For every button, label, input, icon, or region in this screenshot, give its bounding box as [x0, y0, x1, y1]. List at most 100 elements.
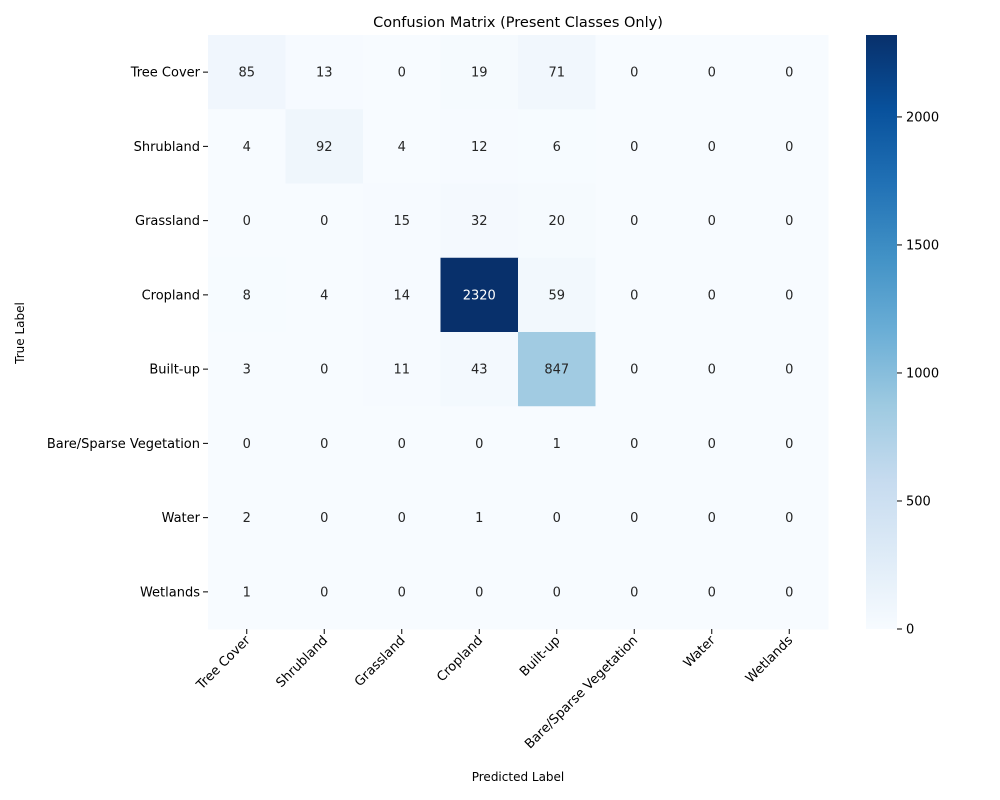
cell-value-label: 43: [471, 363, 488, 378]
heatmap-cell: [750, 406, 829, 481]
heatmap-cell: [363, 406, 441, 481]
x-axis-label: Predicted Label: [472, 770, 565, 784]
cell-value-label: 59: [548, 288, 565, 303]
heatmap-cell: [518, 109, 596, 184]
heatmap-cells: 85 13 0 19 71 0 0 04 92 4 12 6 0 0 00 0 15 32 20 0 0 08 4 14 232…: [208, 35, 829, 630]
heatmap-cell: [750, 257, 829, 333]
heatmap-cell: [208, 183, 286, 259]
heatmap-cell: [440, 554, 519, 630]
cell-value-label: 0: [630, 511, 638, 526]
cell-value-label: 13: [316, 66, 333, 81]
cell-value-label: 0: [553, 511, 561, 526]
heatmap-cell: [595, 183, 674, 259]
cell-value-label: 847: [544, 363, 569, 378]
cell-value-label: 0: [708, 511, 716, 526]
colorbar-tick-label: 0: [906, 623, 914, 638]
heatmap-cell: [673, 554, 751, 630]
cell-value-label: 0: [785, 140, 793, 155]
colorbar-tick-label: 1000: [906, 366, 939, 381]
heatmap-cell: [440, 35, 519, 110]
cell-value-label: 32: [471, 214, 488, 229]
cell-value-label: 0: [785, 585, 793, 600]
heatmap-cell: [285, 332, 364, 407]
heatmap-cell: [595, 332, 674, 407]
cell-value-label: 0: [320, 585, 328, 600]
cell-value-label: 15: [393, 214, 410, 229]
cell-value-label: 0: [708, 140, 716, 155]
heatmap-cell: [285, 406, 364, 481]
cell-value-label: 0: [398, 511, 406, 526]
heatmap-cell: [518, 554, 596, 630]
heatmap-cell: [363, 109, 441, 184]
heatmap-cell: [363, 554, 441, 630]
cell-value-label: 6: [553, 140, 561, 155]
colorbar: [866, 35, 897, 629]
cell-value-label: 0: [630, 363, 638, 378]
heatmap-cell: [440, 406, 519, 481]
cell-value-label: 92: [316, 140, 333, 155]
heatmap-cell: [285, 109, 364, 184]
colorbar-tick-label: 1500: [906, 238, 939, 253]
heatmap-cell: [363, 257, 441, 333]
heatmap-cell: [518, 406, 596, 481]
heatmap-cell: [285, 257, 364, 333]
cell-value-label: 1: [553, 437, 561, 452]
heatmap-cell: [208, 109, 286, 184]
cell-value-label: 0: [630, 140, 638, 155]
heatmap-cell: [440, 183, 519, 259]
heatmap-cell: [595, 406, 674, 481]
heatmap-cell: [595, 554, 674, 630]
x-tick-label: Wetlands: [743, 633, 796, 686]
cell-value-label: 0: [708, 288, 716, 303]
heatmap-cell: [595, 257, 674, 333]
y-axis-label: True Label: [13, 302, 27, 365]
heatmap-cell: [363, 183, 441, 259]
cell-value-label: 0: [243, 437, 251, 452]
y-tick-label: Grassland: [135, 214, 200, 229]
heatmap-cell: [285, 35, 364, 110]
cell-value-label: 0: [785, 66, 793, 81]
colorbar-tick-label: 2000: [906, 110, 939, 125]
cell-value-label: 12: [471, 140, 488, 155]
heatmap-cell: [440, 257, 519, 333]
y-tick-label: Shrubland: [134, 140, 200, 155]
cell-value-label: 0: [785, 288, 793, 303]
heatmap-cell: [285, 183, 364, 259]
heatmap-cell: [595, 480, 674, 556]
chart-title: Confusion Matrix (Present Classes Only): [373, 15, 663, 31]
cell-value-label: 0: [475, 437, 483, 452]
heatmap-cell: [518, 480, 596, 556]
heatmap-cell: [673, 35, 751, 110]
cell-value-label: 20: [548, 214, 565, 229]
cell-value-label: 1: [475, 511, 483, 526]
heatmap-cell: [673, 257, 751, 333]
cell-value-label: 0: [243, 214, 251, 229]
cell-value-label: 1: [243, 585, 251, 600]
heatmap-cell: [518, 35, 596, 110]
cell-value-label: 0: [708, 437, 716, 452]
heatmap-cell: [518, 332, 596, 407]
cell-value-label: 0: [630, 437, 638, 452]
cell-value-label: 4: [398, 140, 406, 155]
heatmap-cell: [595, 35, 674, 110]
heatmap-cell: [673, 183, 751, 259]
cell-value-label: 3: [243, 363, 251, 378]
x-tick-label: Water: [681, 633, 719, 671]
cell-value-label: 0: [320, 214, 328, 229]
y-tick-label: Water: [162, 511, 201, 526]
cell-value-label: 0: [475, 585, 483, 600]
cell-value-label: 0: [708, 66, 716, 81]
colorbar-tick-label: 500: [906, 494, 931, 509]
heatmap-cell: [363, 332, 441, 407]
y-tick-label: Tree Cover: [130, 66, 201, 81]
cell-value-label: 0: [785, 511, 793, 526]
heatmap-cell: [208, 480, 286, 556]
cell-value-label: 0: [785, 214, 793, 229]
cell-value-label: 4: [243, 140, 251, 155]
cell-value-label: 0: [708, 363, 716, 378]
heatmap-cell: [673, 406, 751, 481]
cell-value-label: 0: [320, 511, 328, 526]
heatmap-cell: [440, 480, 519, 556]
cell-value-label: 85: [238, 66, 255, 81]
